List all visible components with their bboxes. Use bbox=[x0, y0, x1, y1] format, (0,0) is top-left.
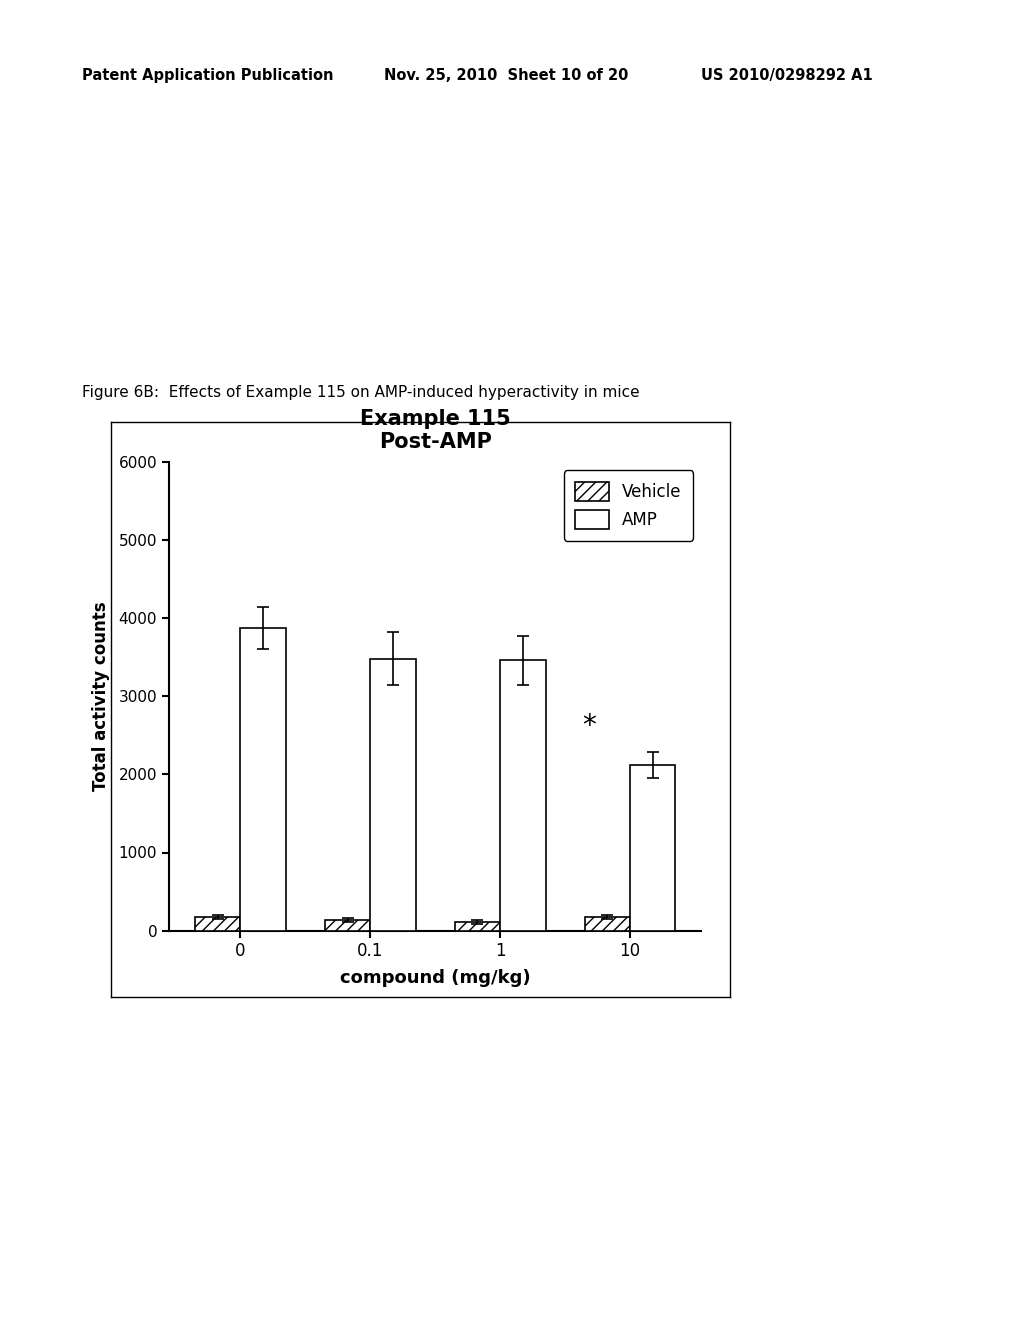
Title: Example 115
Post-AMP: Example 115 Post-AMP bbox=[359, 409, 511, 453]
Text: *: * bbox=[583, 711, 596, 741]
Legend: Vehicle, AMP: Vehicle, AMP bbox=[563, 470, 693, 540]
Bar bbox=[500, 660, 546, 931]
Bar bbox=[630, 766, 676, 931]
Bar bbox=[241, 628, 286, 931]
Text: US 2010/0298292 A1: US 2010/0298292 A1 bbox=[701, 67, 873, 83]
Bar bbox=[195, 917, 241, 931]
Text: Patent Application Publication: Patent Application Publication bbox=[82, 67, 334, 83]
Y-axis label: Total activity counts: Total activity counts bbox=[92, 602, 111, 791]
Bar bbox=[325, 920, 371, 931]
X-axis label: compound (mg/kg): compound (mg/kg) bbox=[340, 969, 530, 987]
Bar bbox=[371, 659, 416, 931]
Text: Nov. 25, 2010  Sheet 10 of 20: Nov. 25, 2010 Sheet 10 of 20 bbox=[384, 67, 629, 83]
Bar bbox=[455, 921, 500, 931]
Text: Figure 6B:  Effects of Example 115 on AMP-induced hyperactivity in mice: Figure 6B: Effects of Example 115 on AMP… bbox=[82, 385, 640, 400]
Bar bbox=[585, 917, 630, 931]
